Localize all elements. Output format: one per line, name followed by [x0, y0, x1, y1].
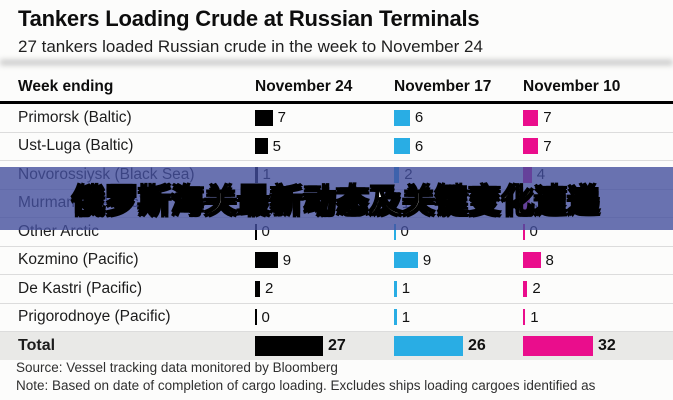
- bar-cell: 0: [255, 304, 270, 332]
- bar-value-label: 9: [282, 251, 292, 269]
- row-label: Primorsk (Baltic): [18, 108, 132, 126]
- bar-cell: 0: [394, 218, 409, 246]
- table-row: Primorsk (Baltic) 7 6 7: [0, 104, 673, 133]
- bar-cell: 1: [394, 304, 410, 332]
- bar-value-label: 26: [468, 337, 486, 354]
- bar-value-label: 7: [543, 137, 552, 155]
- bar-cell: 9: [255, 247, 291, 275]
- row-label: Prigorodnoye (Pacific): [18, 308, 171, 326]
- bar-cell: 0: [255, 218, 270, 246]
- table-row: De Kastri (Pacific) 2 1 2: [0, 275, 673, 304]
- value-bar: [255, 252, 278, 269]
- promo-overlay-banner: 俄罗斯海关最新动态及关键变化速递: [0, 167, 673, 230]
- bar-value-label: 27: [328, 337, 346, 354]
- bar-value-label: 9: [422, 251, 432, 269]
- value-bar: [523, 309, 526, 326]
- total-row-label: Total: [18, 337, 56, 354]
- value-bar: [394, 223, 396, 240]
- bar-value-label: 1: [530, 308, 539, 326]
- row-label: Ust-Luga (Baltic): [18, 137, 134, 155]
- value-bar: [523, 280, 528, 297]
- row-label: Kozmino (Pacific): [18, 251, 139, 269]
- value-bar: [394, 309, 397, 326]
- bar-cell: 2: [255, 275, 273, 303]
- bar-cell: 1: [523, 304, 539, 332]
- value-bar: [394, 336, 463, 356]
- bar-value-label: 7: [277, 109, 286, 127]
- divider-line: [0, 60, 673, 65]
- bar-value-label: 1: [401, 280, 411, 298]
- value-bar: [255, 138, 268, 155]
- bar-cell: 2: [523, 275, 541, 303]
- bar-cell: 26: [394, 332, 486, 360]
- column-header-nov10: November 10: [523, 78, 621, 95]
- page-subtitle: 27 tankers loaded Russian crude in the w…: [18, 37, 483, 56]
- value-bar: [394, 280, 397, 297]
- bar-cell: 6: [394, 133, 423, 161]
- value-bar: [255, 223, 257, 240]
- column-header-nov17: November 17: [394, 78, 492, 95]
- value-bar: [523, 336, 593, 356]
- bar-cell: 27: [255, 332, 346, 360]
- value-bar: [523, 252, 541, 269]
- bar-cell: 7: [523, 133, 552, 161]
- source-note: Source: Vessel tracking data monitored b…: [16, 360, 338, 375]
- value-bar: [394, 252, 418, 269]
- bar-cell: 1: [394, 275, 410, 303]
- total-row: Total 27 26 32: [0, 332, 673, 360]
- page-title: Tankers Loading Crude at Russian Termina…: [18, 6, 480, 31]
- bar-value-label: 2: [532, 280, 541, 298]
- bar-value-label: 0: [400, 223, 409, 241]
- value-bar: [523, 223, 525, 240]
- bar-cell: 5: [255, 133, 281, 161]
- bar-value-label: 0: [261, 223, 270, 241]
- value-bar: [255, 336, 323, 356]
- value-bar: [255, 109, 273, 126]
- value-bar: [255, 280, 260, 297]
- table-row: Ust-Luga (Baltic) 5 6 7: [0, 133, 673, 161]
- bar-value-label: 8: [545, 251, 554, 269]
- table-row: Prigorodnoye (Pacific) 0 1 1: [0, 304, 673, 332]
- overlay-banner-text: 俄罗斯海关最新动态及关键变化速递: [72, 182, 601, 220]
- bar-value-label: 7: [543, 109, 552, 127]
- bar-cell: 0: [523, 218, 538, 246]
- bar-value-label: 6: [414, 109, 424, 127]
- bar-cell: 9: [394, 247, 431, 275]
- bar-value-label: 32: [598, 337, 616, 354]
- bar-value-label: 5: [272, 137, 281, 155]
- bar-value-label: 2: [265, 280, 274, 298]
- bar-cell: 32: [523, 332, 616, 360]
- value-bar: [394, 109, 410, 126]
- row-label: De Kastri (Pacific): [18, 279, 143, 297]
- bar-cell: 8: [523, 247, 554, 275]
- value-bar: [523, 138, 539, 155]
- bar-value-label: 6: [414, 137, 424, 155]
- bar-value-label: 1: [401, 308, 411, 326]
- table-header-row: Week ending November 24 November 17 Nove…: [0, 74, 673, 104]
- bar-value-label: 0: [261, 308, 270, 326]
- bar-cell: 7: [523, 104, 552, 132]
- bar-value-label: 0: [529, 223, 538, 241]
- footnote: Note: Based on date of completion of car…: [16, 378, 596, 393]
- value-bar: [523, 109, 539, 126]
- value-bar: [255, 309, 257, 326]
- table-row: Kozmino (Pacific) 9 9 8: [0, 247, 673, 275]
- value-bar: [394, 138, 410, 155]
- column-header-week-ending: Week ending: [18, 78, 114, 95]
- bar-cell: 7: [255, 104, 286, 132]
- bar-cell: 6: [394, 104, 423, 132]
- column-header-nov24: November 24: [255, 78, 353, 95]
